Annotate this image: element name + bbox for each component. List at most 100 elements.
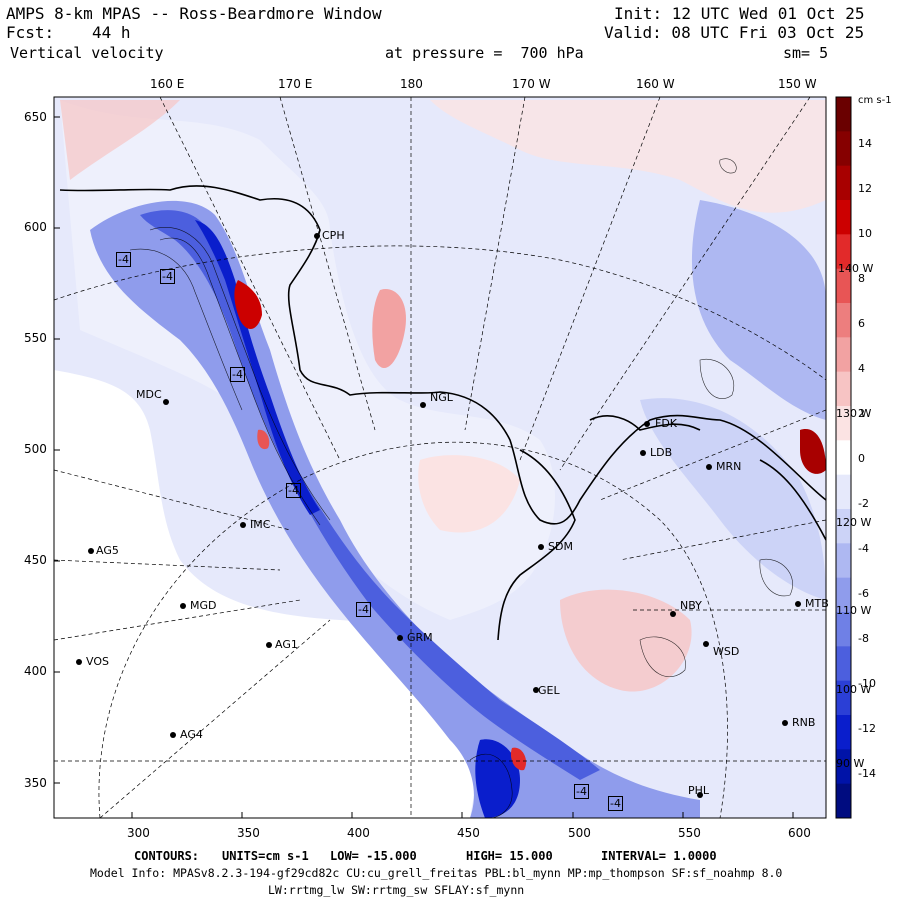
positive-area bbox=[418, 455, 520, 533]
station-label: MGD bbox=[190, 599, 217, 612]
colorbar-swatch bbox=[836, 749, 851, 785]
top-axis-label: 160 W bbox=[636, 77, 675, 91]
station-label: GRM bbox=[407, 631, 433, 644]
bottom-axis-label: 550 bbox=[678, 826, 701, 840]
left-axis-label: 450 bbox=[24, 553, 47, 567]
station-label: MDC bbox=[136, 388, 162, 401]
meridian-label: 90 W bbox=[836, 757, 865, 770]
colorbar-tick: -14 bbox=[858, 767, 876, 780]
footer-model-info: Model Info: MPASv8.2.3-194-gf29cd82c CU:… bbox=[90, 866, 783, 880]
bottom-axis-label: 500 bbox=[568, 826, 591, 840]
station-label: PHL bbox=[688, 784, 710, 797]
contour-label: -4 bbox=[356, 602, 371, 617]
smoothing-value: sm= 5 bbox=[783, 44, 829, 62]
bottom-axis-label: 300 bbox=[127, 826, 150, 840]
station-label: NBY bbox=[680, 599, 702, 612]
colorbar-tick: 2 bbox=[858, 407, 865, 420]
colorbar-swatch bbox=[836, 303, 851, 338]
colorbar-swatch bbox=[836, 509, 851, 544]
graticule bbox=[54, 97, 826, 818]
colorbar bbox=[836, 97, 851, 819]
coastline bbox=[59, 185, 826, 641]
colorbar-frame bbox=[835, 96, 852, 819]
left-axis-label: 550 bbox=[24, 331, 47, 345]
negative-band bbox=[691, 200, 826, 420]
colorbar-tick: 10 bbox=[858, 227, 872, 240]
colorbar-tick: -2 bbox=[858, 497, 869, 510]
map-title: AMPS 8-km MPAS -- Ross-Beardmore Window bbox=[6, 4, 382, 23]
contour-label: -4 bbox=[230, 367, 245, 382]
station-label: MRN bbox=[716, 460, 742, 473]
station-label: CPH bbox=[322, 229, 345, 242]
bottom-axis-label: 350 bbox=[237, 826, 260, 840]
station-label: AG1 bbox=[275, 638, 298, 651]
station-label: AG5 bbox=[96, 544, 119, 557]
colorbar-swatch bbox=[836, 371, 851, 407]
contour-label: -4 bbox=[116, 252, 131, 267]
colorbar-tick: -6 bbox=[858, 587, 869, 600]
strong-updraft bbox=[257, 429, 270, 450]
meridian-label: 100 W bbox=[836, 683, 872, 696]
colorbar-swatch bbox=[836, 783, 851, 819]
axis-ticks bbox=[54, 116, 794, 818]
contour-label: -4 bbox=[160, 269, 175, 284]
footer-high: HIGH= 15.000 bbox=[466, 849, 553, 863]
strong-updraft bbox=[234, 280, 262, 330]
top-axis-label: 150 W bbox=[778, 77, 817, 91]
colorbar-swatch bbox=[836, 268, 851, 304]
bottom-axis-label: 400 bbox=[347, 826, 370, 840]
negative-core bbox=[195, 220, 320, 515]
colorbar-swatch bbox=[836, 234, 851, 270]
colorbar-swatch bbox=[836, 97, 851, 132]
colorbar-tick: 14 bbox=[858, 137, 872, 150]
init-time: Init: 12 UTC Wed 01 Oct 25 bbox=[614, 4, 865, 23]
meridian-label: 110 W bbox=[836, 604, 872, 617]
station-label: LDB bbox=[650, 446, 673, 459]
colorbar-swatch bbox=[836, 440, 851, 476]
bottom-axis-label: 450 bbox=[457, 826, 480, 840]
contour-label: -4 bbox=[286, 483, 301, 498]
no-data-region bbox=[54, 370, 482, 818]
negative-band bbox=[640, 398, 826, 600]
colorbar-tick: -10 bbox=[858, 677, 876, 690]
station-label: FDK bbox=[655, 417, 678, 430]
map-frame bbox=[53, 96, 827, 819]
station-label: MTB bbox=[805, 597, 829, 610]
station-label: VOS bbox=[86, 655, 109, 668]
footer-low: LOW= -15.000 bbox=[330, 849, 417, 863]
colorbar-swatch bbox=[836, 200, 851, 235]
colorbar-tick: 0 bbox=[858, 452, 865, 465]
forecast-label: Fcst: bbox=[6, 23, 55, 42]
colorbar-tick: -12 bbox=[858, 722, 876, 735]
contour-label: -4 bbox=[574, 784, 589, 799]
station-label: SDM bbox=[548, 540, 573, 553]
colorbar-swatch bbox=[836, 680, 851, 716]
colorbar-swatch bbox=[836, 165, 851, 201]
left-axis-label: 600 bbox=[24, 220, 47, 234]
left-axis-label: 650 bbox=[24, 110, 47, 124]
colorbar-swatch bbox=[836, 337, 851, 373]
colorbar-swatch bbox=[836, 474, 851, 510]
strong-updraft bbox=[510, 747, 527, 771]
left-axis-label: 350 bbox=[24, 776, 47, 790]
colorbar-swatch bbox=[836, 131, 851, 167]
colorbar-swatch bbox=[836, 543, 851, 579]
station-label: RNB bbox=[792, 716, 816, 729]
valid-time: Valid: 08 UTC Fri 03 Oct 25 bbox=[604, 23, 865, 42]
left-axis-label: 500 bbox=[24, 442, 47, 456]
strong-updraft bbox=[800, 429, 826, 474]
top-axis-label: 180 bbox=[400, 77, 423, 91]
station-markers bbox=[76, 233, 801, 798]
footer-model-info-2: LW:rrtmg_lw SW:rrtmg_sw SFLAY:sf_mynn bbox=[268, 883, 525, 897]
station-label: NGL bbox=[430, 391, 453, 404]
meridian-label: 130 W bbox=[836, 407, 872, 420]
colorbar-tick: -8 bbox=[858, 632, 869, 645]
field-name: Vertical velocity bbox=[10, 44, 164, 62]
meridian-label: 120 W bbox=[836, 516, 872, 529]
station-label: AG4 bbox=[180, 728, 203, 741]
positive-area bbox=[560, 589, 692, 692]
colorbar-swatch bbox=[836, 646, 851, 682]
negative-core bbox=[475, 739, 520, 818]
left-axis-label: 400 bbox=[24, 664, 47, 678]
